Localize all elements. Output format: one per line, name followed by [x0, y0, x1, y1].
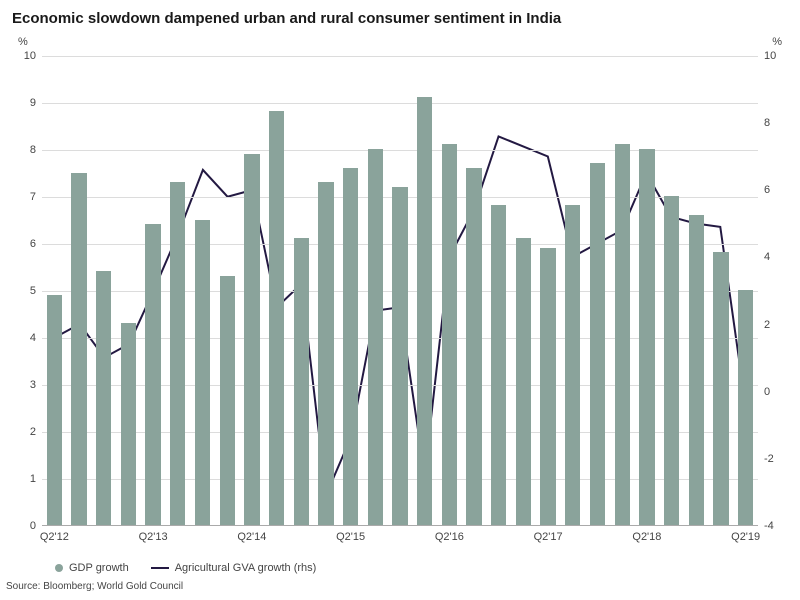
legend-marker-bar-icon — [55, 564, 63, 572]
bar — [96, 271, 111, 525]
legend-item-agri: Agricultural GVA growth (rhs) — [151, 562, 317, 574]
right-tick-label: 2 — [764, 319, 770, 331]
legend-item-gdp: GDP growth — [55, 562, 129, 574]
chart-container: Economic slowdown dampened urban and rur… — [0, 0, 800, 600]
bar — [47, 295, 62, 525]
chart-title: Economic slowdown dampened urban and rur… — [12, 10, 561, 27]
left-axis-unit: % — [18, 36, 28, 48]
x-tick-label: Q2'15 — [336, 531, 365, 543]
bar — [639, 149, 654, 525]
source-text: Source: Bloomberg; World Gold Council — [6, 581, 183, 592]
bar — [442, 144, 457, 525]
bar — [195, 220, 210, 526]
bar — [71, 173, 86, 526]
bar — [244, 154, 259, 525]
bar — [417, 97, 432, 525]
left-tick-label: 7 — [30, 191, 36, 203]
gridline — [42, 103, 758, 104]
right-tick-label: -2 — [764, 453, 774, 465]
right-tick-label: 8 — [764, 117, 770, 129]
legend-marker-line-icon — [151, 567, 169, 569]
right-tick-label: 4 — [764, 251, 770, 263]
legend-label-gdp: GDP growth — [69, 562, 129, 574]
left-tick-label: 9 — [30, 97, 36, 109]
bar — [170, 182, 185, 525]
left-tick-label: 4 — [30, 332, 36, 344]
bar — [269, 111, 284, 525]
right-tick-label: 6 — [764, 184, 770, 196]
left-tick-label: 2 — [30, 426, 36, 438]
right-tick-label: 10 — [764, 50, 776, 62]
bar — [318, 182, 333, 525]
bar — [368, 149, 383, 525]
legend: GDP growth Agricultural GVA growth (rhs) — [55, 562, 316, 574]
right-axis-unit: % — [772, 36, 782, 48]
bar — [565, 205, 580, 525]
bar — [466, 168, 481, 525]
bar — [664, 196, 679, 525]
bar — [121, 323, 136, 525]
x-tick-label: Q2'12 — [40, 531, 69, 543]
bar — [145, 224, 160, 525]
bar — [343, 168, 358, 525]
x-tick-label: Q2'17 — [534, 531, 563, 543]
bar — [392, 187, 407, 525]
left-tick-label: 0 — [30, 520, 36, 532]
x-tick-label: Q2'18 — [632, 531, 661, 543]
left-tick-label: 5 — [30, 285, 36, 297]
right-tick-label: 0 — [764, 386, 770, 398]
x-tick-label: Q2'16 — [435, 531, 464, 543]
bar — [713, 252, 728, 525]
bar — [738, 290, 753, 525]
bar — [540, 248, 555, 525]
bar — [294, 238, 309, 525]
bar — [220, 276, 235, 525]
bar — [689, 215, 704, 525]
gridline — [42, 56, 758, 57]
legend-label-agri: Agricultural GVA growth (rhs) — [175, 562, 317, 574]
x-tick-label: Q2'19 — [731, 531, 760, 543]
left-tick-label: 3 — [30, 379, 36, 391]
x-tick-label: Q2'13 — [139, 531, 168, 543]
left-tick-label: 8 — [30, 144, 36, 156]
left-tick-label: 6 — [30, 238, 36, 250]
bar — [590, 163, 605, 525]
bar — [615, 144, 630, 525]
left-tick-label: 1 — [30, 473, 36, 485]
plot-area: 012345678910-4-20246810Q2'12Q2'13Q2'14Q2… — [42, 56, 758, 526]
bar — [491, 205, 506, 525]
x-tick-label: Q2'14 — [237, 531, 266, 543]
right-tick-label: -4 — [764, 520, 774, 532]
bar — [516, 238, 531, 525]
left-tick-label: 10 — [24, 50, 36, 62]
